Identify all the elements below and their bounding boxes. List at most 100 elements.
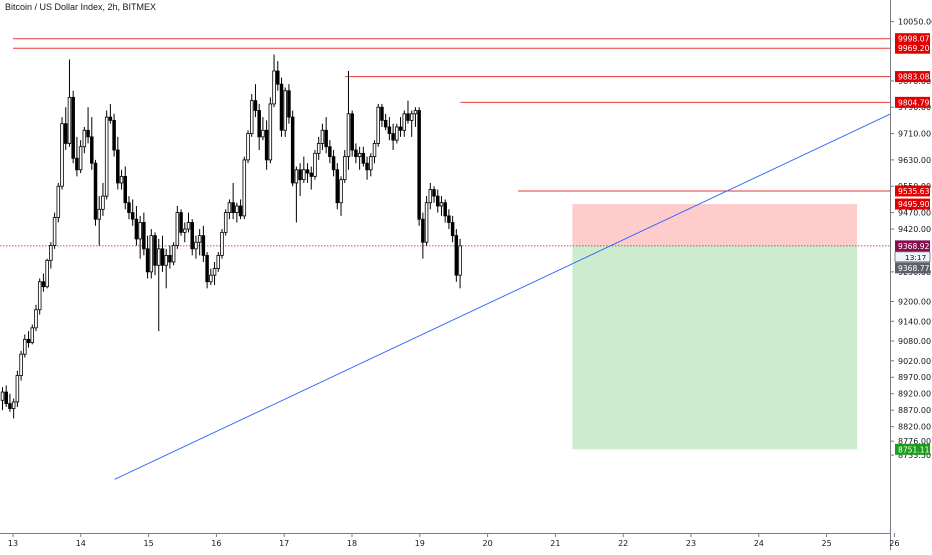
candle <box>186 212 191 233</box>
candle-body <box>179 212 183 233</box>
candle-body <box>205 255 209 283</box>
price-tick-label: 9080.00 <box>898 337 931 346</box>
candle <box>357 146 362 170</box>
candle-body <box>23 338 27 355</box>
candle-body <box>183 228 187 233</box>
candle <box>101 182 105 216</box>
candle <box>406 100 410 124</box>
candle <box>49 242 53 269</box>
candle <box>231 182 235 220</box>
candle <box>175 206 180 249</box>
candle <box>149 229 154 279</box>
candle <box>432 186 436 203</box>
candle-body <box>328 146 332 158</box>
time-tick-label: 22 <box>618 539 628 548</box>
candle-body <box>313 152 317 177</box>
candle <box>316 136 321 160</box>
candle <box>71 90 75 164</box>
time-tick-label: 19 <box>415 539 425 548</box>
candle-body <box>171 245 176 263</box>
price-tick-label: 9470.00 <box>898 209 931 218</box>
candle-body <box>276 70 280 85</box>
candle <box>23 334 27 358</box>
candle-body <box>283 90 287 131</box>
candle-body <box>235 205 239 213</box>
candle-body <box>435 195 440 207</box>
candle-body <box>145 248 150 273</box>
candle <box>320 123 325 151</box>
trendline <box>114 110 898 480</box>
candle-body <box>112 119 116 151</box>
candle <box>324 117 328 154</box>
candle <box>361 146 366 167</box>
candle-body <box>417 110 421 220</box>
position-stop-zone <box>572 204 858 246</box>
candle <box>212 261 217 286</box>
candle-body <box>454 235 459 276</box>
candle-body <box>67 96 72 144</box>
price-tick-label: 8970.00 <box>898 373 931 382</box>
candle-body <box>101 195 105 210</box>
candle <box>402 110 407 137</box>
candle-body <box>168 255 172 263</box>
candle-body <box>160 248 165 266</box>
candle-body <box>339 179 343 204</box>
candle-body <box>458 245 462 276</box>
current-price-label-bg <box>895 262 930 274</box>
candle-body <box>406 113 410 121</box>
candle-body <box>119 175 124 184</box>
candle-body <box>49 245 53 261</box>
position-target-zone <box>572 245 858 450</box>
candle-body <box>130 212 135 220</box>
candle <box>409 110 414 137</box>
candle-body <box>41 281 46 288</box>
candle-body <box>342 156 347 181</box>
candle <box>354 143 358 164</box>
candle <box>86 107 90 144</box>
candle-body <box>82 129 87 148</box>
candle-body <box>424 202 429 243</box>
price-tick-label: 9630.00 <box>898 156 931 165</box>
candle-body <box>19 353 23 376</box>
candle-body <box>279 83 284 131</box>
price-tick-label: 9020.00 <box>898 357 931 366</box>
candle <box>82 126 87 154</box>
candle-body <box>231 202 235 213</box>
target-price-label-bg <box>895 443 930 455</box>
candle-body <box>75 157 79 171</box>
candle <box>90 117 94 170</box>
level-price-label-1: 9969.20 <box>898 44 930 53</box>
candle-body <box>272 70 276 105</box>
candle-body <box>383 119 388 128</box>
candle-body <box>249 100 254 134</box>
candle-body <box>324 129 328 148</box>
candle-body <box>11 401 16 409</box>
time-tick-label: 21 <box>550 539 560 548</box>
candle <box>242 156 247 220</box>
candle <box>276 61 280 91</box>
candle <box>11 398 16 419</box>
candle <box>413 107 418 127</box>
candle <box>346 70 351 170</box>
candle-body <box>194 241 198 250</box>
candle-body <box>302 169 306 181</box>
candle <box>328 140 332 164</box>
candle-body <box>380 106 384 121</box>
level-price-label-2-bg <box>895 71 930 83</box>
candle <box>342 150 347 183</box>
candle <box>179 209 183 236</box>
candle-body <box>142 222 146 250</box>
candle-body <box>15 375 20 403</box>
candle-body <box>376 106 380 144</box>
candle <box>160 235 165 272</box>
time-tick-label: 16 <box>211 539 221 548</box>
candle-body <box>26 338 31 344</box>
candle-body <box>4 391 8 404</box>
candle-body <box>212 268 217 276</box>
candle <box>380 103 384 127</box>
candle <box>350 110 354 157</box>
candle <box>0 387 5 411</box>
candle <box>305 163 310 183</box>
candle <box>331 150 336 177</box>
